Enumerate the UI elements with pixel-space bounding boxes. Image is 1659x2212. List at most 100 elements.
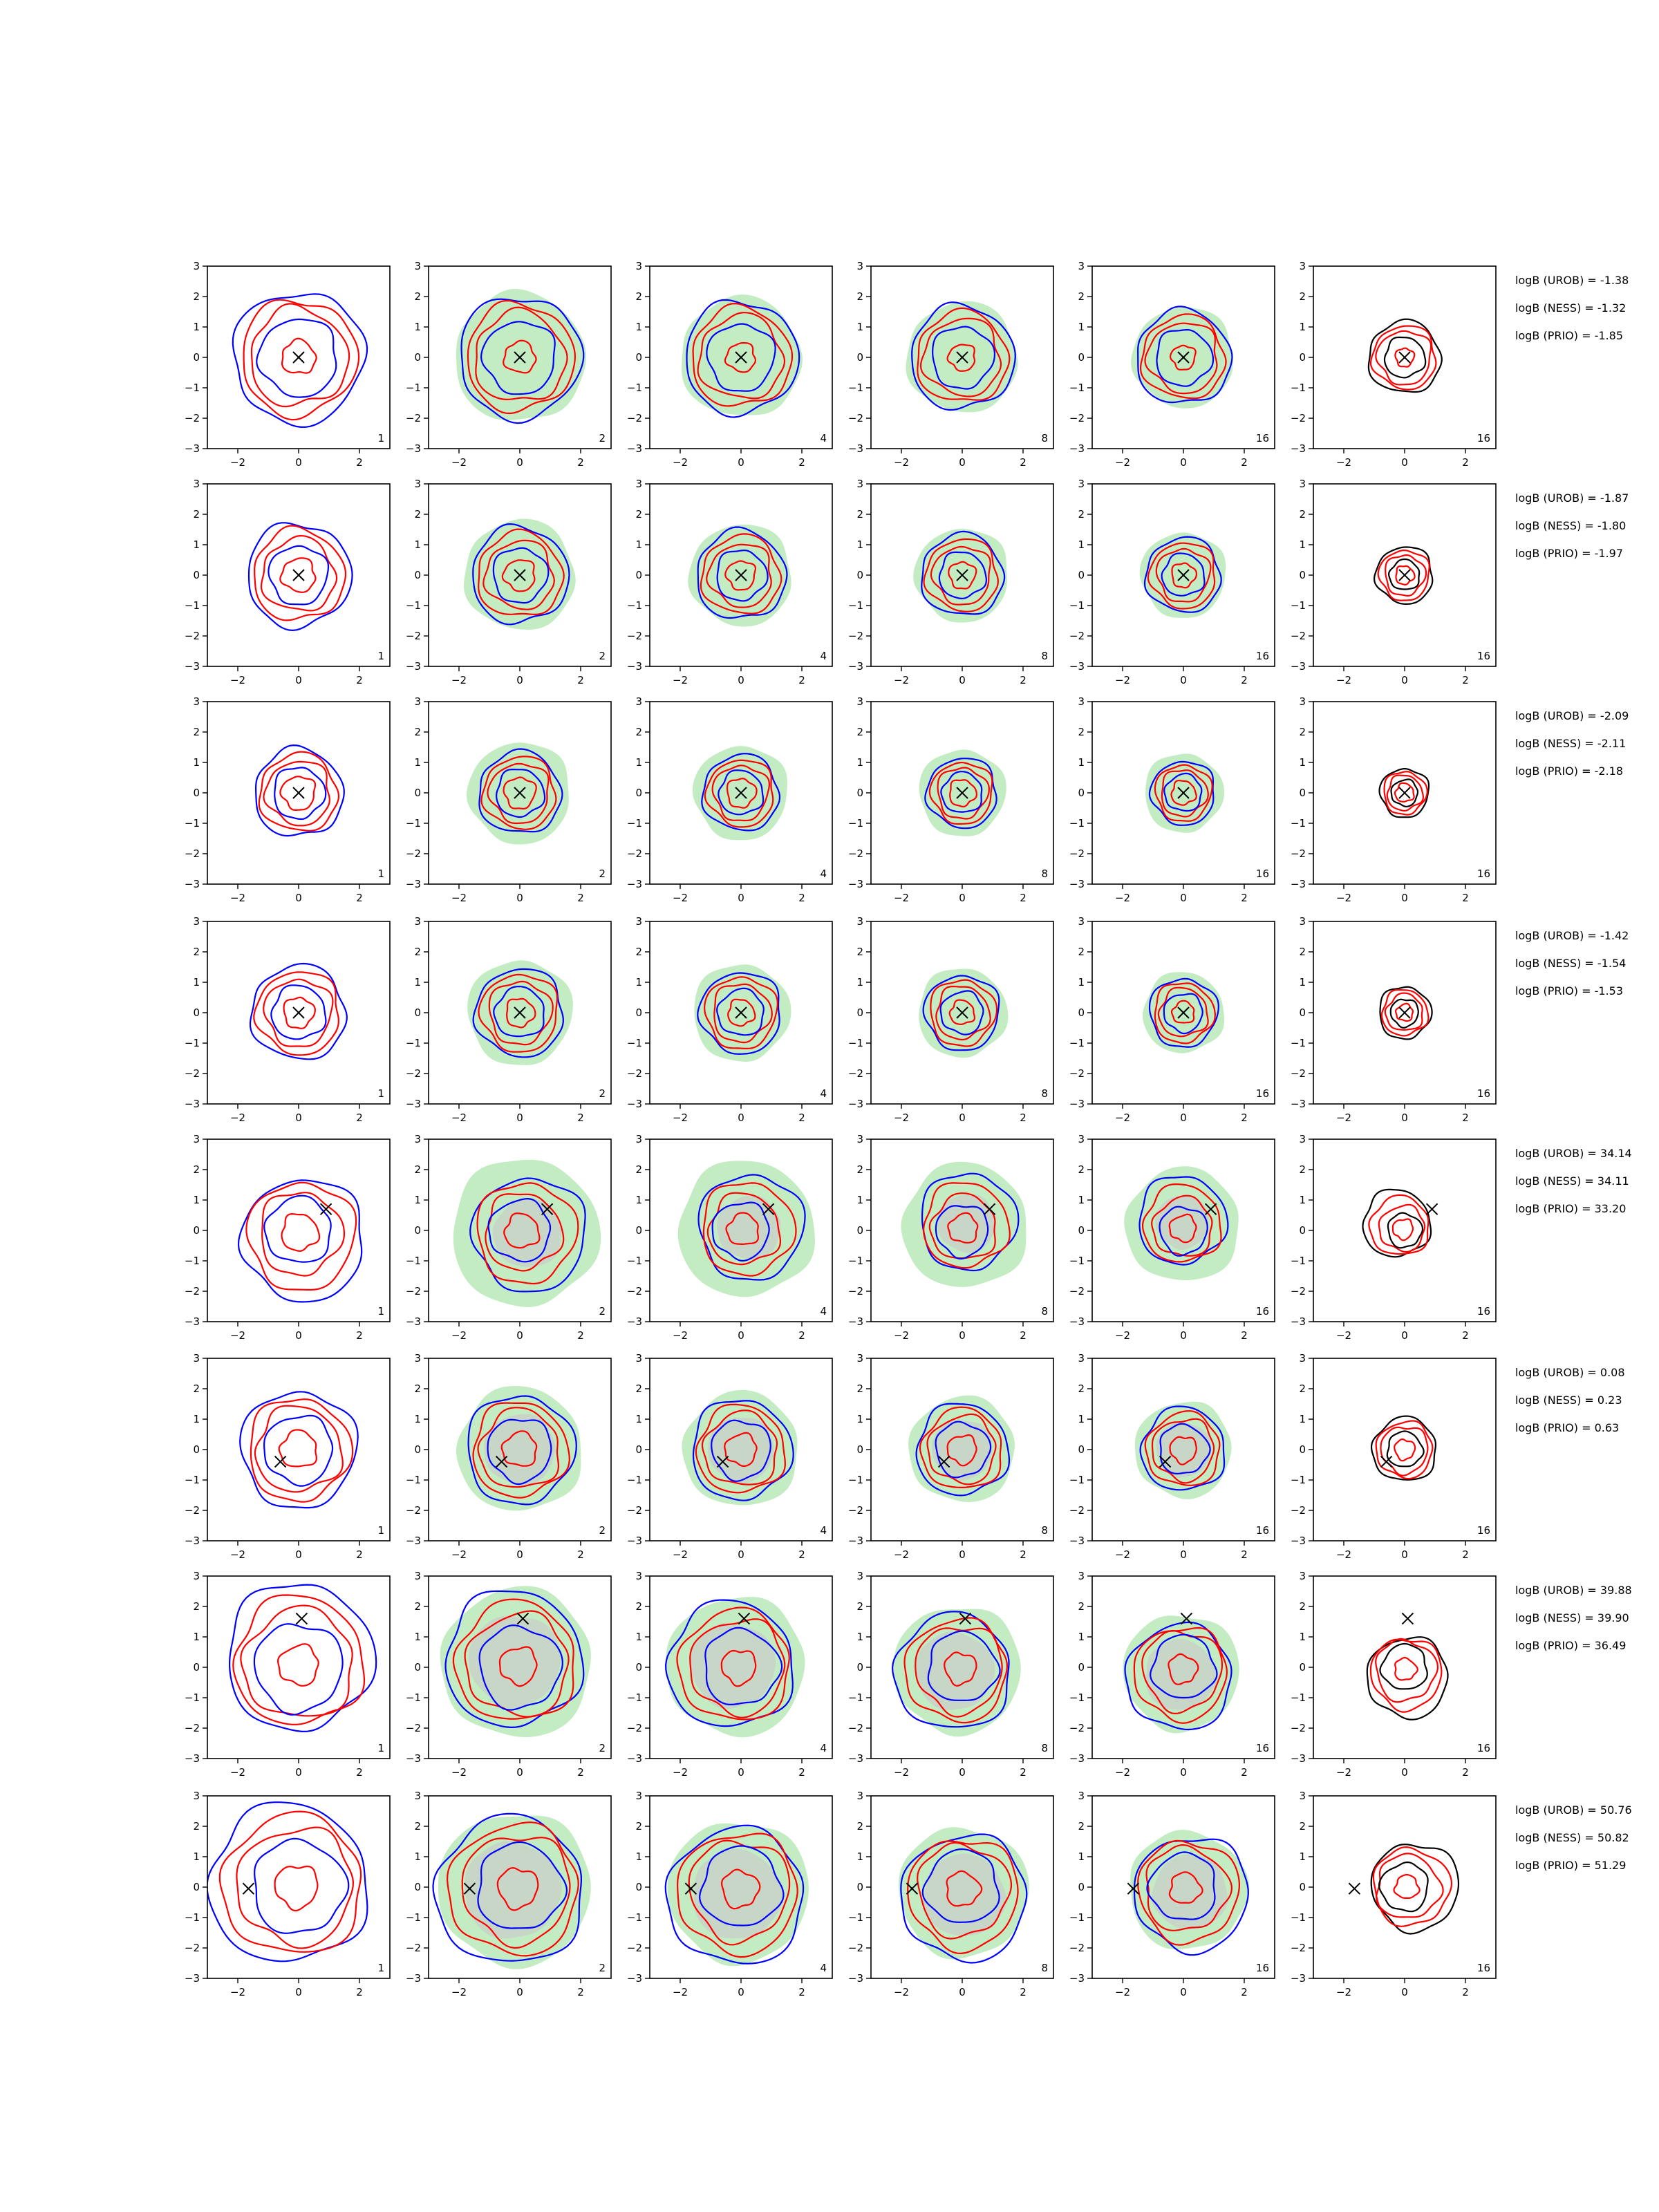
y-tick-label: 1 xyxy=(1078,1850,1085,1863)
y-tick-label: −3 xyxy=(185,1315,200,1328)
y-tick-label: −2 xyxy=(1291,412,1306,424)
red-contour-inner xyxy=(1168,1871,1203,1904)
panel-r8-c2: −2 0 2 −3 −2 −1 0 1 2 3 2 xyxy=(406,1790,612,1998)
column-number-label: 8 xyxy=(1041,650,1048,662)
x-tick-label: 0 xyxy=(1180,674,1187,686)
y-tick-label: 2 xyxy=(1299,508,1306,521)
blue-contour xyxy=(921,530,1006,615)
blue-contour-inner xyxy=(1150,1633,1218,1699)
y-tick-label: −1 xyxy=(848,1037,863,1049)
x-tick-label: 0 xyxy=(738,1329,744,1342)
blue-contour xyxy=(1139,1405,1226,1491)
y-tick-label: 0 xyxy=(856,1224,863,1237)
y-tick-label: 0 xyxy=(1299,1224,1306,1237)
x-tick-label: 2 xyxy=(798,1548,805,1561)
y-tick-label: 2 xyxy=(1078,290,1085,303)
y-tick-label: 1 xyxy=(1078,976,1085,988)
y-tick-label: −3 xyxy=(1069,660,1085,673)
blue-contour-inner xyxy=(718,769,765,816)
x-tick-label: −2 xyxy=(230,892,245,904)
panel-r7-c5: −2 0 2 −3 −2 −1 0 1 2 3 16 xyxy=(1069,1570,1275,1779)
x-tick-label: −2 xyxy=(1115,892,1130,904)
y-tick-label: −1 xyxy=(1069,1474,1085,1486)
y-tick-label: 1 xyxy=(856,976,863,988)
x-tick-label: −2 xyxy=(1336,674,1351,686)
green-density-fill xyxy=(456,289,587,421)
column-number-label: 4 xyxy=(820,1305,827,1318)
y-tick-label: 3 xyxy=(414,695,421,708)
y-tick-label: −3 xyxy=(848,1098,863,1110)
y-tick-label: −1 xyxy=(627,1474,642,1486)
x-tick-label: 0 xyxy=(738,1986,744,1998)
y-tick-label: −2 xyxy=(627,847,642,860)
x-marker xyxy=(292,1006,305,1019)
y-tick-label: −1 xyxy=(406,599,421,612)
y-tick-label: −2 xyxy=(1069,630,1085,642)
x-tick-label: −2 xyxy=(894,1548,909,1561)
panel-r4-c3: −2 0 2 −3 −2 −1 0 1 2 3 4 xyxy=(627,915,833,1124)
y-tick-label: 1 xyxy=(193,1631,200,1643)
red-contour-outer xyxy=(703,976,778,1049)
gray-density-fill xyxy=(1156,1421,1212,1478)
red-contour-inner xyxy=(724,1432,758,1468)
y-tick-label: 0 xyxy=(1078,787,1085,799)
y-tick-label: 3 xyxy=(856,260,863,272)
logb-annotation: logB (NESS) = -1.80 xyxy=(1515,519,1626,532)
x-tick-label: 0 xyxy=(516,456,523,469)
y-tick-label: −3 xyxy=(1291,878,1306,890)
y-tick-label: 1 xyxy=(193,756,200,769)
y-tick-label: 3 xyxy=(635,915,642,928)
y-tick-label: −3 xyxy=(627,660,642,673)
column-number-label: 1 xyxy=(377,1962,384,1974)
x-tick-label: −2 xyxy=(1336,1766,1351,1779)
x-tick-label: −2 xyxy=(673,456,688,469)
x-marker xyxy=(292,351,305,364)
black-contour-inner xyxy=(1383,336,1427,379)
blue-contour xyxy=(900,1833,1028,1964)
y-tick-label: −1 xyxy=(1069,1691,1085,1704)
blue-contour-inner xyxy=(927,1630,1001,1701)
blue-contour xyxy=(664,1824,805,1965)
red-contour-mid xyxy=(711,765,771,822)
y-tick-label: 3 xyxy=(193,478,200,490)
x-tick-label: 0 xyxy=(295,1766,302,1779)
x-tick-label: −2 xyxy=(230,674,245,686)
y-tick-label: 0 xyxy=(856,1661,863,1674)
x-marker xyxy=(292,569,305,581)
y-tick-label: 1 xyxy=(1299,1413,1306,1425)
red-contour-mid xyxy=(487,762,550,825)
blue-contour xyxy=(237,1179,363,1303)
red-contour-inner xyxy=(1391,1218,1414,1241)
plot-area xyxy=(456,1386,581,1511)
y-tick-label: 1 xyxy=(1299,1631,1306,1643)
x-tick-label: 2 xyxy=(356,674,363,686)
y-tick-label: −3 xyxy=(627,878,642,890)
x-marker xyxy=(1380,1455,1393,1468)
blue-contour-inner xyxy=(477,1841,568,1929)
x-tick-label: 0 xyxy=(295,1329,302,1342)
y-tick-label: 2 xyxy=(193,1163,200,1176)
y-tick-label: 0 xyxy=(1299,1443,1306,1456)
x-marker xyxy=(1398,351,1411,364)
x-tick-label: 0 xyxy=(516,1766,523,1779)
x-tick-label: −2 xyxy=(894,1986,909,1998)
y-tick-label: −1 xyxy=(1291,1255,1306,1267)
axes-frame xyxy=(207,1358,391,1541)
logb-annotation: logB (NESS) = -1.32 xyxy=(1515,301,1626,315)
x-tick-label: −2 xyxy=(673,1548,688,1561)
red-contour-outer xyxy=(700,533,782,615)
x-tick-label: 0 xyxy=(1180,1766,1187,1779)
red-contour-outer xyxy=(928,761,993,825)
plot-area xyxy=(1370,1415,1437,1481)
column-number-label: 4 xyxy=(820,432,827,444)
column-number-label: 16 xyxy=(1256,432,1269,444)
plot-area xyxy=(682,1389,798,1506)
y-tick-label: 2 xyxy=(1078,946,1085,958)
logb-annotation: logB (UROB) = -2.09 xyxy=(1515,709,1629,722)
panel-r2-c2: −2 0 2 −3 −2 −1 0 1 2 3 2 xyxy=(406,478,612,686)
y-tick-label: −3 xyxy=(1069,1098,1085,1110)
x-tick-label: 0 xyxy=(1180,1329,1187,1342)
y-tick-label: −2 xyxy=(1069,1067,1085,1080)
red-contour-mid xyxy=(482,539,555,610)
red-contour-outer xyxy=(1142,1183,1222,1263)
